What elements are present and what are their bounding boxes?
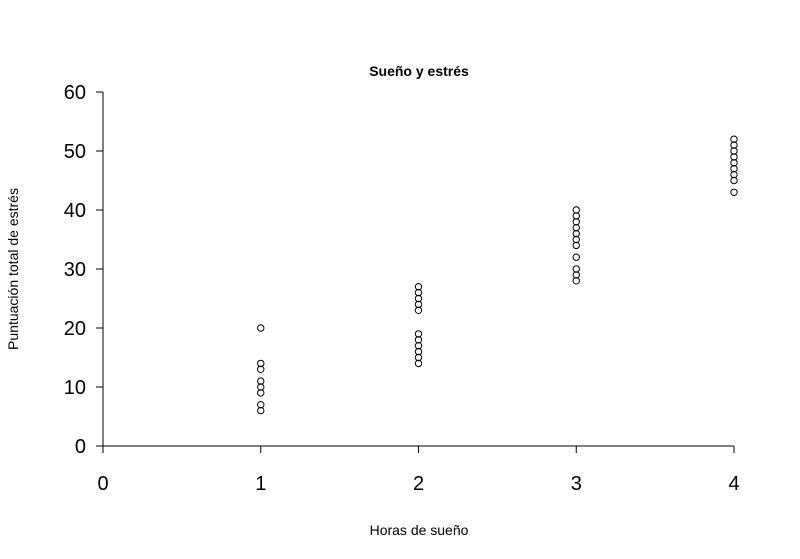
y-tick-label: 50 — [64, 141, 86, 163]
y-axis-label: Puntuación total de estrés — [5, 188, 21, 350]
y-tick-label: 40 — [64, 200, 86, 222]
data-point — [572, 206, 580, 214]
y-tick-label: 10 — [64, 377, 86, 399]
data-point — [730, 159, 738, 167]
y-tick-label: 30 — [64, 259, 86, 281]
data-point — [414, 306, 423, 314]
data-point — [572, 229, 580, 238]
x-axis-label: Horas de sueño — [370, 522, 469, 538]
data-point — [730, 188, 738, 197]
data-point — [730, 170, 738, 179]
data-point — [730, 176, 738, 185]
data-point — [257, 324, 265, 332]
data-points — [257, 135, 738, 415]
data-point — [257, 365, 265, 373]
y-tick-label: 20 — [64, 318, 86, 340]
y-tick-label: 60 — [64, 82, 86, 104]
data-point — [730, 147, 738, 155]
data-point — [730, 141, 738, 149]
x-tick-label: 1 — [255, 473, 266, 495]
y-ticks: 0 10 20 30 40 50 60 — [64, 82, 103, 458]
data-point — [572, 241, 580, 250]
data-point — [414, 359, 423, 368]
data-point — [257, 389, 265, 397]
data-point — [572, 235, 580, 244]
x-tick-label: 4 — [728, 473, 739, 495]
x-tick-label: 2 — [413, 473, 424, 495]
x-tick-label: 3 — [571, 473, 582, 495]
chart-title: Sueño y estrés — [369, 63, 469, 79]
x-tick-label: 0 — [97, 473, 108, 495]
data-point — [572, 218, 580, 226]
data-point — [257, 406, 265, 415]
x-ticks: 0 1 2 3 4 — [97, 446, 740, 495]
data-point — [572, 277, 580, 285]
y-tick-label: 0 — [75, 436, 86, 458]
data-point — [572, 253, 580, 261]
